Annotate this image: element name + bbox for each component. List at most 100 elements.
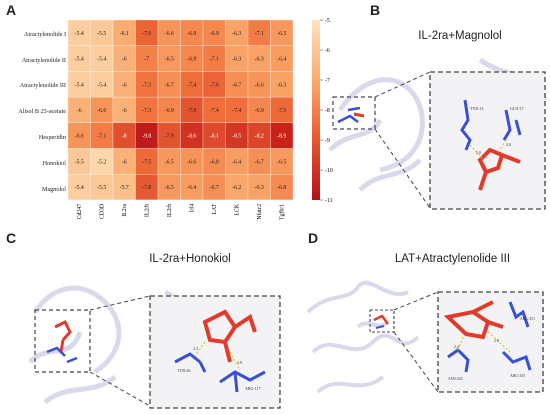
heatmap-cell: -6.6 bbox=[68, 122, 91, 149]
heatmap-cell: -5.4 bbox=[68, 45, 91, 72]
heatmap-chart: -5.4 -5.5 -6.1 -7.6 -6.6 -6.9 -6.9 -6.3 -7.1 -6.5… bbox=[68, 18, 333, 220]
heatmap-cell: -8.5 bbox=[225, 122, 249, 149]
heatmap-cell-value: -6.6 bbox=[187, 159, 196, 165]
heatmap-cell-value: -6.3 bbox=[255, 185, 264, 191]
column-label: Cd247 bbox=[77, 204, 83, 220]
heatmap-cell: -6.4 bbox=[225, 148, 249, 175]
heatmap-cell: -7.9 bbox=[157, 122, 181, 149]
column-label: Nfatc2 bbox=[256, 204, 263, 220]
heatmap-cell: -6.7 bbox=[225, 71, 249, 98]
zoom-box-large bbox=[149, 295, 281, 409]
panel-label-d: D bbox=[308, 230, 319, 246]
heatmap-cell: -6.3 bbox=[225, 45, 249, 72]
heatmap-cell-value: -6.3 bbox=[255, 57, 264, 63]
heatmap-cell-rect bbox=[270, 174, 294, 201]
heatmap-cell: -7.4 bbox=[225, 96, 249, 123]
heatmap-cell-value: -7.3 bbox=[142, 82, 151, 88]
heatmap-cell-value: -6.6 bbox=[75, 134, 84, 140]
heatmap-cell-value: -8.6 bbox=[187, 134, 196, 140]
heatmap-cell-value: -6.6 bbox=[97, 108, 106, 114]
heatmap-cell: -6.9 bbox=[247, 96, 271, 123]
heatmap-cell: -6.7 bbox=[247, 148, 271, 175]
heatmap-cell: -7.9 bbox=[180, 96, 204, 123]
heatmap-cell-value: -5.5 bbox=[97, 31, 106, 37]
heatmap-cell: -5.7 bbox=[112, 174, 136, 201]
heatmap-cell: -7.6 bbox=[202, 71, 226, 98]
column-label: LCK bbox=[235, 203, 241, 215]
residue-label: ARG-251 bbox=[520, 317, 535, 321]
zoom-box-small bbox=[332, 96, 376, 130]
heatmap-cell-value: -7.6 bbox=[142, 31, 151, 37]
heatmap-cell-value: -6.9 bbox=[187, 31, 196, 37]
heatmap-cell: -6.5 bbox=[270, 19, 294, 46]
heatmap-cell-value: -6.9 bbox=[210, 31, 219, 37]
heatmap-cell-value: -8.5 bbox=[232, 134, 241, 140]
heatmap-cell-value: -6.7 bbox=[165, 82, 174, 88]
colorbar-tick-label: -10 bbox=[325, 168, 333, 174]
heatmap-cell-value: -6.4 bbox=[232, 159, 241, 165]
heatmap-cell-value: -7.5 bbox=[277, 108, 286, 114]
heatmap-cell: -7.3 bbox=[135, 71, 159, 98]
heatmap-cell-value: -6.8 bbox=[210, 159, 219, 165]
heatmap-cell: -6.9 bbox=[180, 19, 204, 46]
colorbar-tick-label: -11 bbox=[325, 198, 333, 204]
heatmap-cell: -5.4 bbox=[68, 174, 91, 201]
heatmap-cell: -6 bbox=[112, 71, 136, 98]
colorbar-tick-label: -7 bbox=[325, 78, 330, 84]
heatmap-cell: -9.8 bbox=[135, 122, 159, 149]
row-label: Atractylenolide III bbox=[19, 82, 66, 89]
heatmap-cell-value: -7 bbox=[144, 57, 149, 63]
heatmap-cell-value: -6.3 bbox=[232, 57, 241, 63]
panel-label-a: A bbox=[6, 2, 17, 18]
column-label: CD3D bbox=[100, 204, 106, 219]
distance-label: 2.0 bbox=[506, 142, 511, 147]
heatmap-cell-value: -6.5 bbox=[277, 159, 286, 165]
column-label: Tgfbr1 bbox=[279, 204, 286, 220]
row-label: Hesperidin bbox=[38, 134, 66, 141]
heatmap-row-labels: Atractylenolide I Atractylenolide II Atr… bbox=[0, 18, 66, 198]
distance-label: 2.0 bbox=[476, 150, 481, 155]
heatmap-cell-value: -7.1 bbox=[210, 57, 219, 63]
heatmap-cell-value: -6.3 bbox=[277, 82, 286, 88]
heatmap-cell-value: -6.1 bbox=[120, 31, 129, 37]
colorbar-tick-label: -6 bbox=[325, 48, 330, 54]
colorbar-tick-label: -5 bbox=[325, 18, 330, 24]
heatmap-cell-value: -6.3 bbox=[232, 31, 241, 37]
heatmap-cell-value: -7.5 bbox=[142, 159, 151, 165]
column-label: IL2rb bbox=[145, 204, 151, 217]
heatmap-cell-value: -6.5 bbox=[165, 185, 174, 191]
heatmap-cell-value: -6.7 bbox=[232, 82, 241, 88]
heatmap-cell: -6.4 bbox=[270, 45, 294, 72]
colorbar-tick-label: -9 bbox=[325, 138, 330, 144]
heatmap-cell: -5.5 bbox=[90, 19, 114, 46]
heatmap-cell: -7.5 bbox=[135, 148, 159, 175]
column-label: IL2ra bbox=[122, 203, 128, 216]
heatmap-cell: -6.6 bbox=[247, 71, 271, 98]
heatmap-cell: -6.3 bbox=[247, 174, 271, 201]
heatmap-cell-value: -7.4 bbox=[232, 108, 241, 114]
heatmap-cell: -5.4 bbox=[68, 71, 91, 98]
heatmap-cell-value: -8.1 bbox=[210, 134, 219, 140]
heatmap-cell-value: -7.9 bbox=[187, 108, 196, 114]
heatmap-cell-value: -6.5 bbox=[165, 159, 174, 165]
row-label: Honokiol bbox=[42, 160, 66, 167]
colorbar-tick-label: -8 bbox=[325, 108, 330, 114]
heatmap-cell: -8.1 bbox=[202, 122, 226, 149]
heatmap-cell: -6 bbox=[112, 96, 136, 123]
heatmap-cell: -6.3 bbox=[225, 19, 249, 46]
heatmap-cell-value: -5.4 bbox=[97, 57, 106, 63]
colorbar bbox=[312, 20, 320, 200]
heatmap-cell: -6.5 bbox=[270, 148, 294, 175]
heatmap-cell-value: -7.1 bbox=[255, 31, 264, 37]
heatmap-cell-value: -6.4 bbox=[277, 57, 286, 63]
heatmap-cell-value: -8.9 bbox=[277, 134, 286, 140]
row-label: Atractylenolide II bbox=[21, 57, 66, 64]
heatmap-cell-value: -6.5 bbox=[277, 31, 286, 37]
heatmap-cell: -5.5 bbox=[68, 148, 91, 175]
heatmap-cell-value: -6.6 bbox=[165, 31, 174, 37]
heatmap-cell-value: -5.4 bbox=[97, 82, 106, 88]
heatmap-cell-value: -6.2 bbox=[232, 185, 241, 191]
heatmap-cell: -7.3 bbox=[135, 96, 159, 123]
zoom-box-large bbox=[429, 71, 546, 210]
heatmap-cell: -6.5 bbox=[157, 174, 181, 201]
